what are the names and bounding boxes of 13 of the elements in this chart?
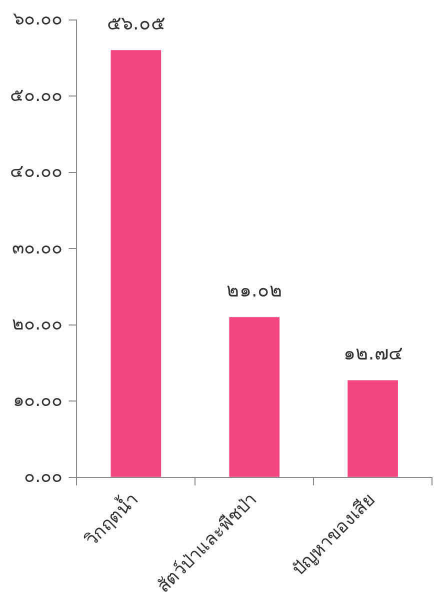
y-tick-label: ๔๐.๐๐ [10,161,63,182]
y-tick-label: ๒๐.๐๐ [12,314,63,335]
y-tick-label: ๕๐.๐๐ [10,84,63,106]
y-tick-label: ๑๐.๐๐ [12,390,63,411]
data-label: ๒๑.๐๒ [226,280,282,302]
data-label: ๕๖.๐๕ [106,12,165,35]
y-tick-label: ๖๐.๐๐ [12,8,63,30]
y-tick-label: ๓๐.๐๐ [12,237,63,258]
data-label: ๑๒.๗๔ [343,342,402,365]
bar [348,380,398,477]
bar [110,50,162,477]
bar [229,317,280,477]
y-tick-label: ๐.๐๐ [24,466,63,488]
